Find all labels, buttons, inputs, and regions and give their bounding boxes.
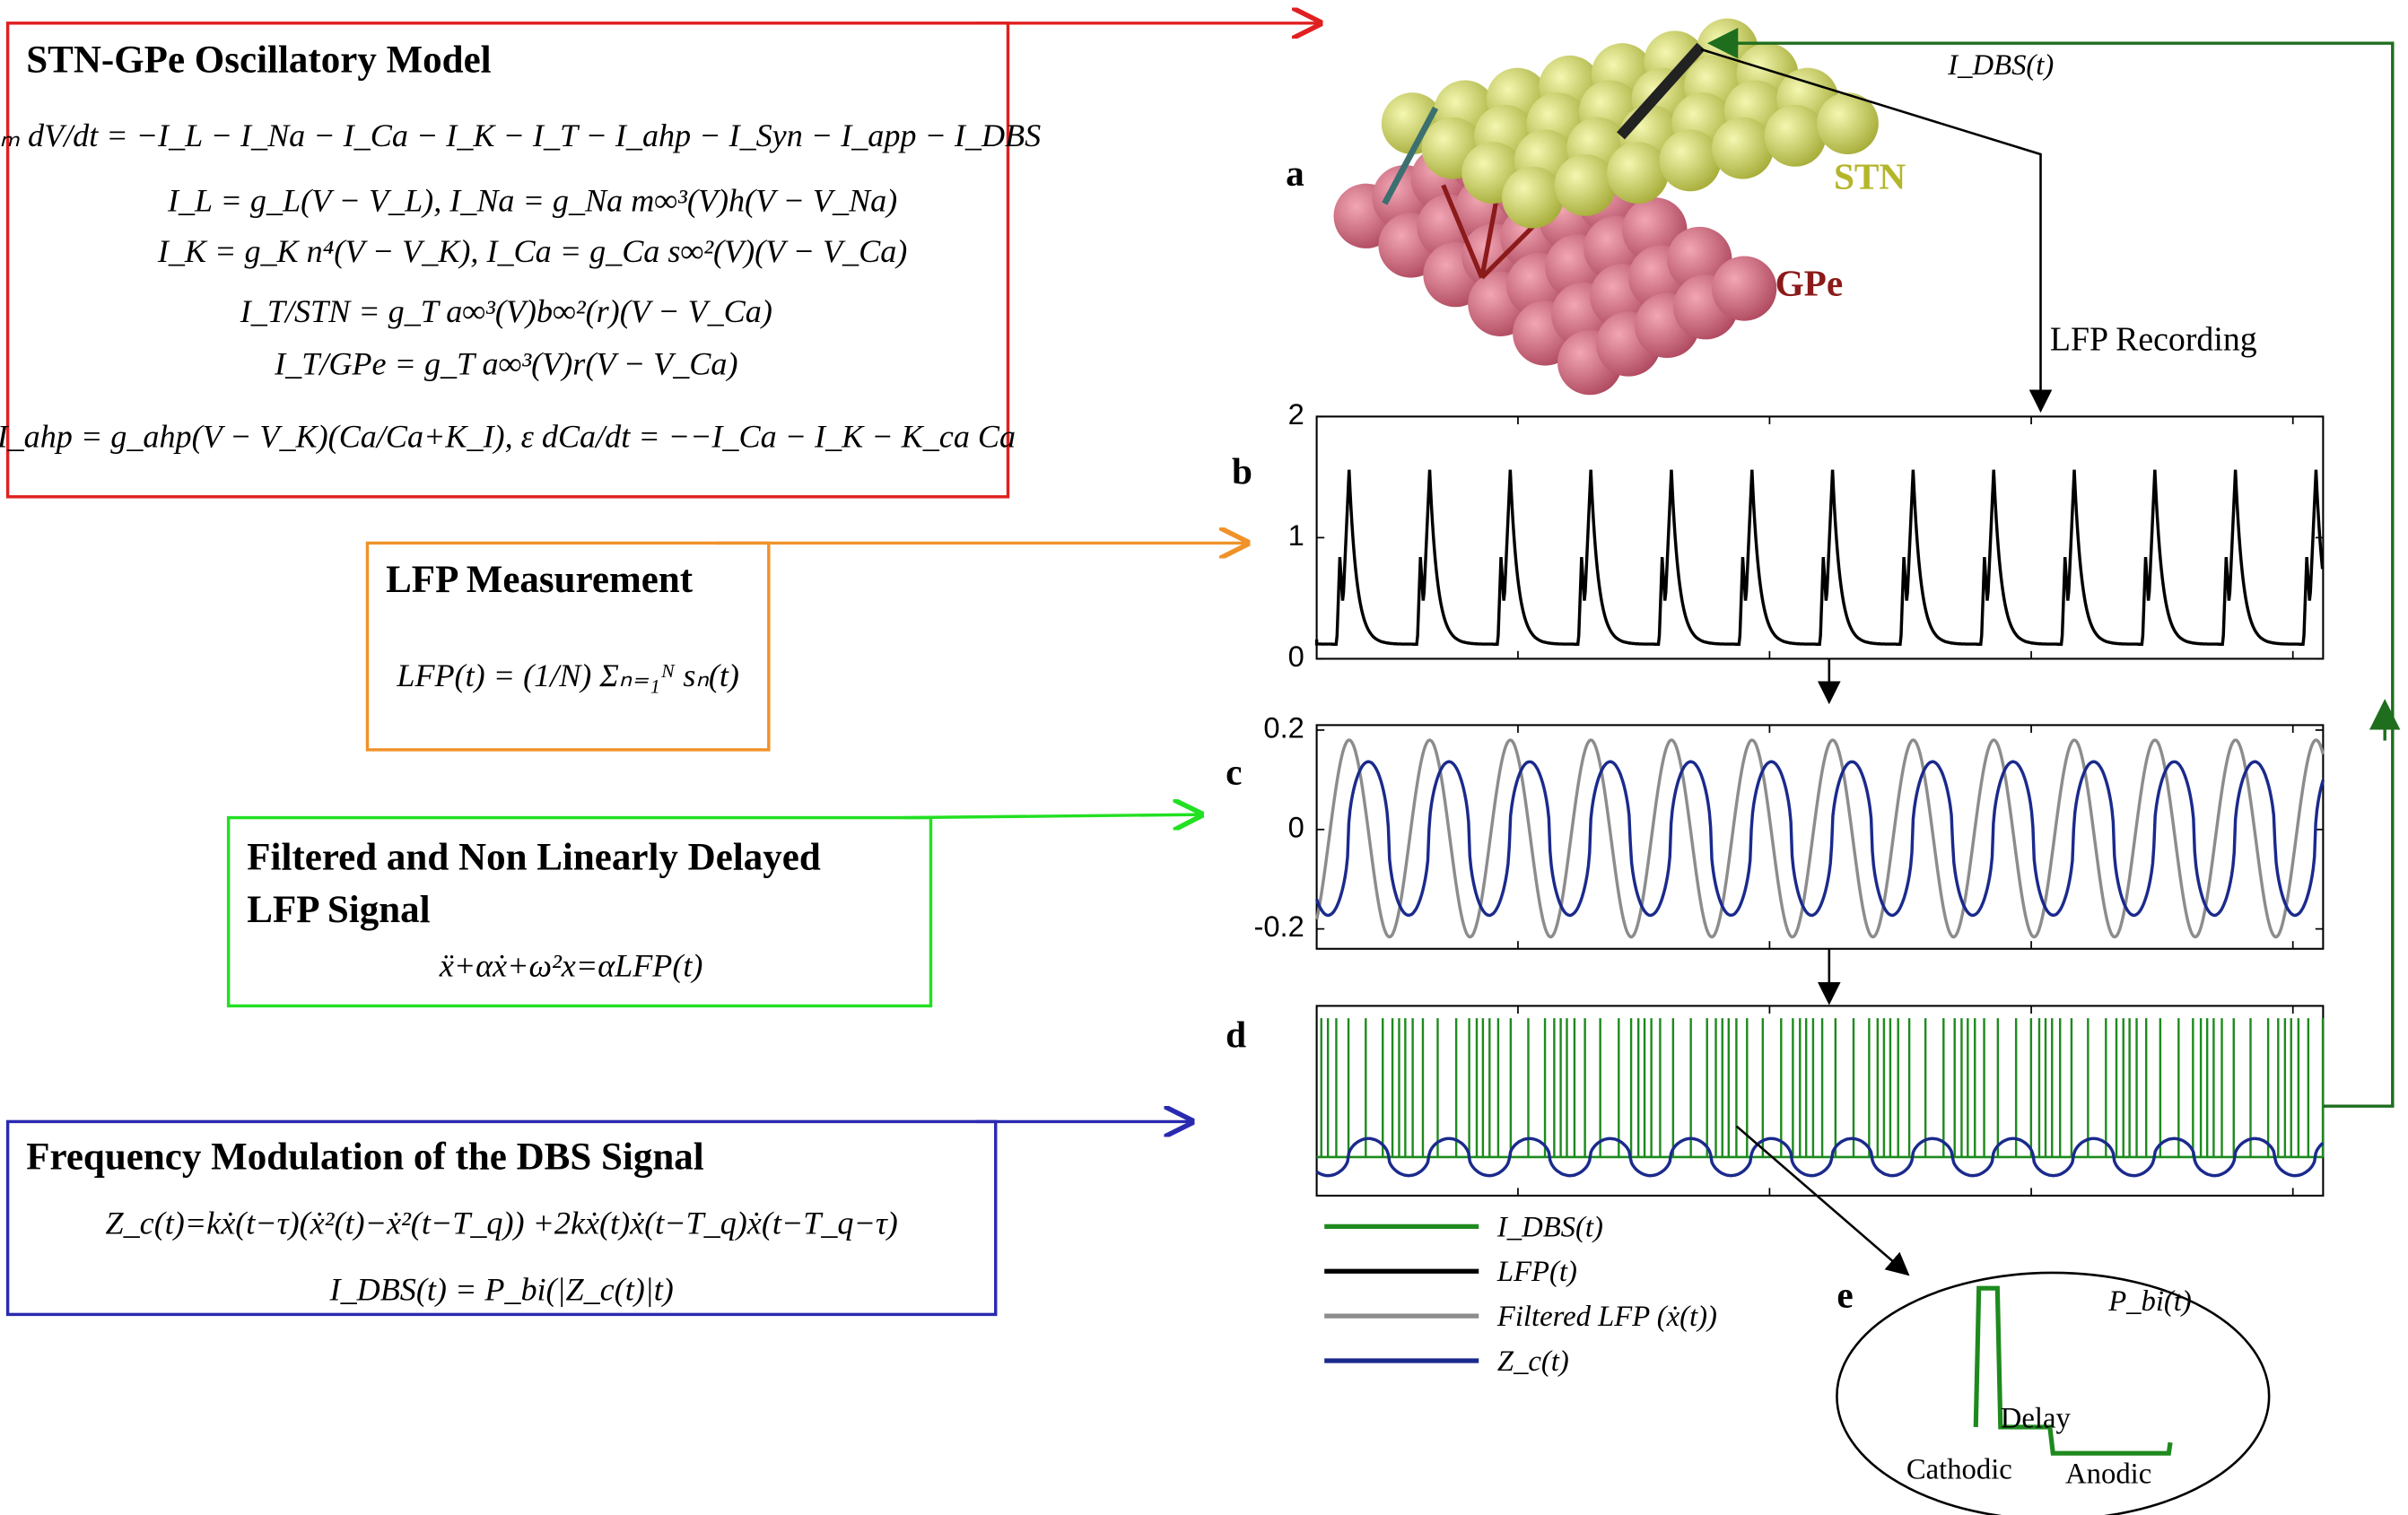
cathodic-label: Cathodic [1906, 1453, 2012, 1485]
legend: I_DBS(t) LFP(t) Filtered LFP (ẋ(t)) Z_c(t) [1324, 1211, 1717, 1378]
network-image [1334, 19, 1879, 396]
filtered-title: LFP Signal [247, 889, 430, 931]
stn-neuron [1607, 142, 1669, 204]
stn-neuron [1502, 167, 1564, 229]
pulse-title: P_bi(t) [2107, 1285, 2192, 1318]
equation: I_ahp = g_ahp(V − V_K)(Ca/Ca+K_I), ε dCa… [0, 418, 1016, 454]
recording-label: LFP Recording [2050, 321, 2257, 359]
panel-label: e [1837, 1275, 1853, 1316]
equation: Z_c(t)=kẋ(t−τ)(ẋ²(t)−ẋ²(t−T_q)) +2kẋ(t)ẋ… [106, 1206, 898, 1241]
panel-label: d [1226, 1014, 1246, 1055]
y-tick-label: 0 [1288, 810, 1304, 843]
equation: LFP(t) = (1/N) Σₙ₌₁ᴺ sₙ(t) [396, 657, 739, 693]
y-tick-label: 0 [1288, 640, 1304, 673]
filtered-title: Filtered and Non Linearly Delayed [247, 837, 821, 879]
y-tick-label: 1 [1288, 518, 1304, 552]
dbs-pulses [1322, 1018, 2323, 1157]
stn-neuron [1712, 118, 1774, 179]
panel-label: c [1226, 752, 1242, 793]
lfp-trace [1317, 470, 2323, 645]
stn-neuron [1660, 129, 1722, 191]
legend-label: LFP(t) [1496, 1256, 1577, 1288]
feedback-label: I_DBS(t) [1947, 49, 2054, 82]
stn-label: STN [1834, 156, 1906, 197]
y-tick-label: 2 [1288, 397, 1304, 431]
figure: STN-GPe Oscillatory Model Cₘ dV/dt = −I_… [0, 0, 2408, 1515]
equation: I_T/GPe = g_T a∞³(V)r(V − V_Ca) [274, 346, 737, 382]
panel-label: b [1232, 450, 1252, 492]
pulse-inset [1837, 1273, 2269, 1515]
equation: ẍ+αẋ+ω²x=αLFP(t) [439, 947, 703, 983]
stn-neuron [1555, 154, 1617, 216]
panel-label: a [1286, 152, 1304, 194]
gpe-label: GPe [1775, 262, 1844, 303]
equation: I_T/STN = g_T a∞³(V)b∞²(r)(V − V_Ca) [240, 293, 772, 329]
arrow [903, 814, 1201, 817]
gpe-neuron [1712, 257, 1776, 321]
equation: I_DBS(t) = P_bi(|Z_c(t)|t) [329, 1272, 674, 1308]
stn-neuron [1765, 105, 1827, 167]
equation: I_L = g_L(V − V_L), I_Na = g_Na m∞³(V)h(… [167, 182, 897, 218]
plot-frame [1317, 1006, 2324, 1196]
anodic-label: Anodic [2065, 1458, 2151, 1491]
y-tick-label: -0.2 [1254, 910, 1304, 943]
legend-label: I_DBS(t) [1496, 1211, 1603, 1243]
delay-label: Delay [2001, 1403, 2072, 1435]
lfp-title: LFP Measurement [386, 559, 694, 601]
plots: 0 1 2 -0.2 0 0.2 [1254, 397, 2324, 1196]
y-tick-label: 0.2 [1263, 711, 1304, 744]
feedback-arrow [1710, 43, 2392, 1106]
equation: I_K = g_K n⁴(V − V_K), I_Ca = g_Ca s∞²(V… [157, 233, 907, 269]
legend-label: Filtered LFP (ẋ(t)) [1496, 1301, 1717, 1333]
fm-title: Frequency Modulation of the DBS Signal [26, 1136, 704, 1178]
equation: Cₘ dV/dt = −I_L − I_Na − I_Ca − I_K − I_… [0, 118, 1041, 153]
model-title: STN-GPe Oscillatory Model [26, 39, 491, 81]
legend-label: Z_c(t) [1497, 1345, 1569, 1378]
